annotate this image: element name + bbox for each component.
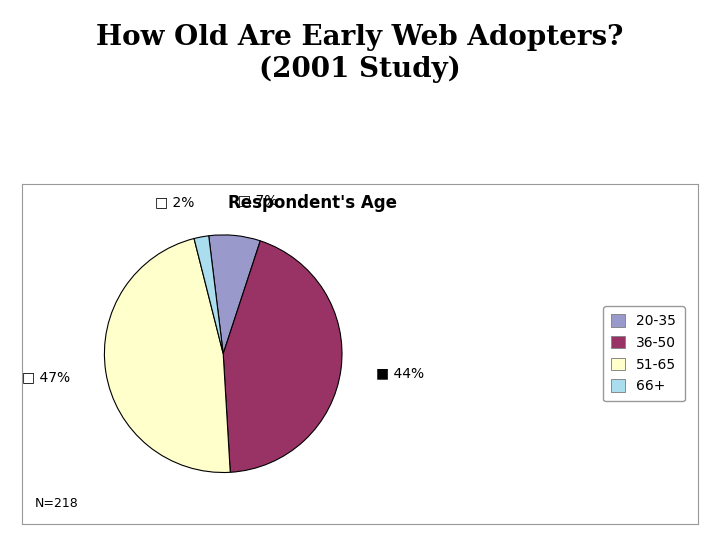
Text: □ 47%: □ 47% bbox=[22, 370, 71, 384]
Text: ■ 44%: ■ 44% bbox=[377, 367, 425, 381]
Text: N=218: N=218 bbox=[35, 497, 79, 510]
Wedge shape bbox=[209, 235, 261, 354]
Text: □ 2%: □ 2% bbox=[156, 195, 195, 209]
Wedge shape bbox=[194, 236, 223, 354]
Text: Respondent's Age: Respondent's Age bbox=[228, 194, 397, 212]
Wedge shape bbox=[104, 239, 230, 472]
Wedge shape bbox=[223, 241, 342, 472]
Text: How Old Are Early Web Adopters?
(2001 Study): How Old Are Early Web Adopters? (2001 St… bbox=[96, 24, 624, 83]
Legend: 20-35, 36-50, 51-65, 66+: 20-35, 36-50, 51-65, 66+ bbox=[603, 306, 685, 402]
Text: □ 7%: □ 7% bbox=[238, 193, 278, 207]
